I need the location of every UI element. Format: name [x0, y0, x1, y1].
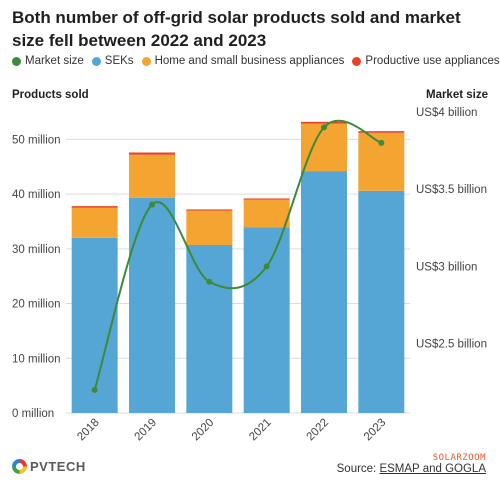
right-axis-title: Market size [425, 89, 488, 101]
left-tick-label: 0 million [12, 408, 54, 420]
bar-segment [243, 199, 290, 228]
legend-label: SEKs [104, 55, 134, 67]
market-size-point [149, 201, 155, 208]
legend-item-market-size: Market size [12, 55, 84, 67]
right-axis-ticks: US$2.5 billion US$3 billion US$3.5 billion… [416, 107, 487, 351]
market-size-point [206, 278, 213, 285]
source-link[interactable]: ESMAP and GOGLA [379, 463, 486, 475]
legend-item-productive-use: Productive use appliances [352, 55, 500, 67]
left-tick-label: 10 million [12, 353, 61, 365]
legend-label: Home and small business appliances [154, 55, 345, 67]
bars [71, 121, 405, 413]
bar-segment [71, 237, 118, 413]
right-tick-label: US$3 billion [416, 261, 477, 273]
legend-swatch-seks [91, 56, 101, 66]
market-size-line [91, 119, 385, 393]
bar-segment [129, 197, 175, 413]
legend: Market size SEKs Home and small business… [12, 55, 500, 67]
left-tick-label: 20 million [12, 299, 61, 311]
legend-label: Market size [25, 55, 84, 67]
bar-segment [243, 198, 290, 200]
market-size-point [321, 124, 327, 131]
x-tick-label: 2022 [305, 417, 332, 444]
right-tick-label: US$3.5 billion [416, 184, 487, 196]
left-tick-label: 50 million [12, 134, 61, 146]
left-tick-label: 40 million [12, 189, 61, 201]
right-tick-label: US$4 billion [416, 107, 477, 119]
x-tick-label: 2023 [362, 417, 389, 444]
bar-segment [71, 206, 118, 208]
bar-segment [129, 154, 175, 198]
x-axis-ticks: 2018 2019 2020 2021 2022 2023 [75, 417, 388, 444]
grid-lines [66, 138, 410, 414]
source-note: Source: ESMAP and GOGLA [337, 463, 486, 475]
bar-segment [301, 171, 347, 413]
bar-segment [71, 207, 118, 238]
x-tick-label: 2020 [190, 417, 217, 444]
bar-segment [186, 244, 233, 413]
bar-segment [358, 131, 405, 133]
bar-segment [186, 210, 233, 245]
legend-item-home-appliances: Home and small business appliances [141, 55, 345, 67]
market-size-point [263, 263, 270, 270]
bar-segment [243, 227, 290, 413]
pvtech-logo-icon [12, 459, 27, 474]
legend-label: Productive use appliances [365, 55, 500, 67]
bar-segment [301, 123, 347, 172]
bar-segment [358, 190, 405, 413]
x-tick-label: 2021 [247, 417, 274, 444]
legend-swatch-market-size [12, 56, 21, 66]
legend-swatch-productive-use [352, 56, 362, 66]
bar-segment [129, 152, 175, 155]
bar-segment [301, 121, 347, 124]
x-tick-label: 2019 [133, 417, 160, 444]
left-axis-ticks: 0 million 10 million 20 million 30 million 4… [12, 134, 61, 420]
watermark: SOLARZOOM [432, 453, 486, 463]
source-prefix: Source: [336, 463, 380, 475]
left-tick-label: 30 million [12, 244, 61, 256]
bar-segment [186, 209, 233, 211]
market-size-point [91, 386, 98, 393]
legend-item-seks: SEKs [91, 55, 134, 67]
logo-text: PVTECH [30, 459, 86, 474]
legend-swatch-home-appliances [141, 56, 151, 66]
right-tick-label: US$2.5 billion [416, 339, 487, 351]
pvtech-logo: PVTECH [12, 459, 86, 474]
chart-title: Both number of off-grid solar products s… [12, 8, 461, 50]
x-tick-label: 2018 [75, 417, 102, 444]
chart-plot: 0 million 10 million 20 million 30 million 4… [12, 107, 487, 444]
market-size-point [378, 139, 385, 146]
left-axis-title: Products sold [12, 89, 89, 101]
